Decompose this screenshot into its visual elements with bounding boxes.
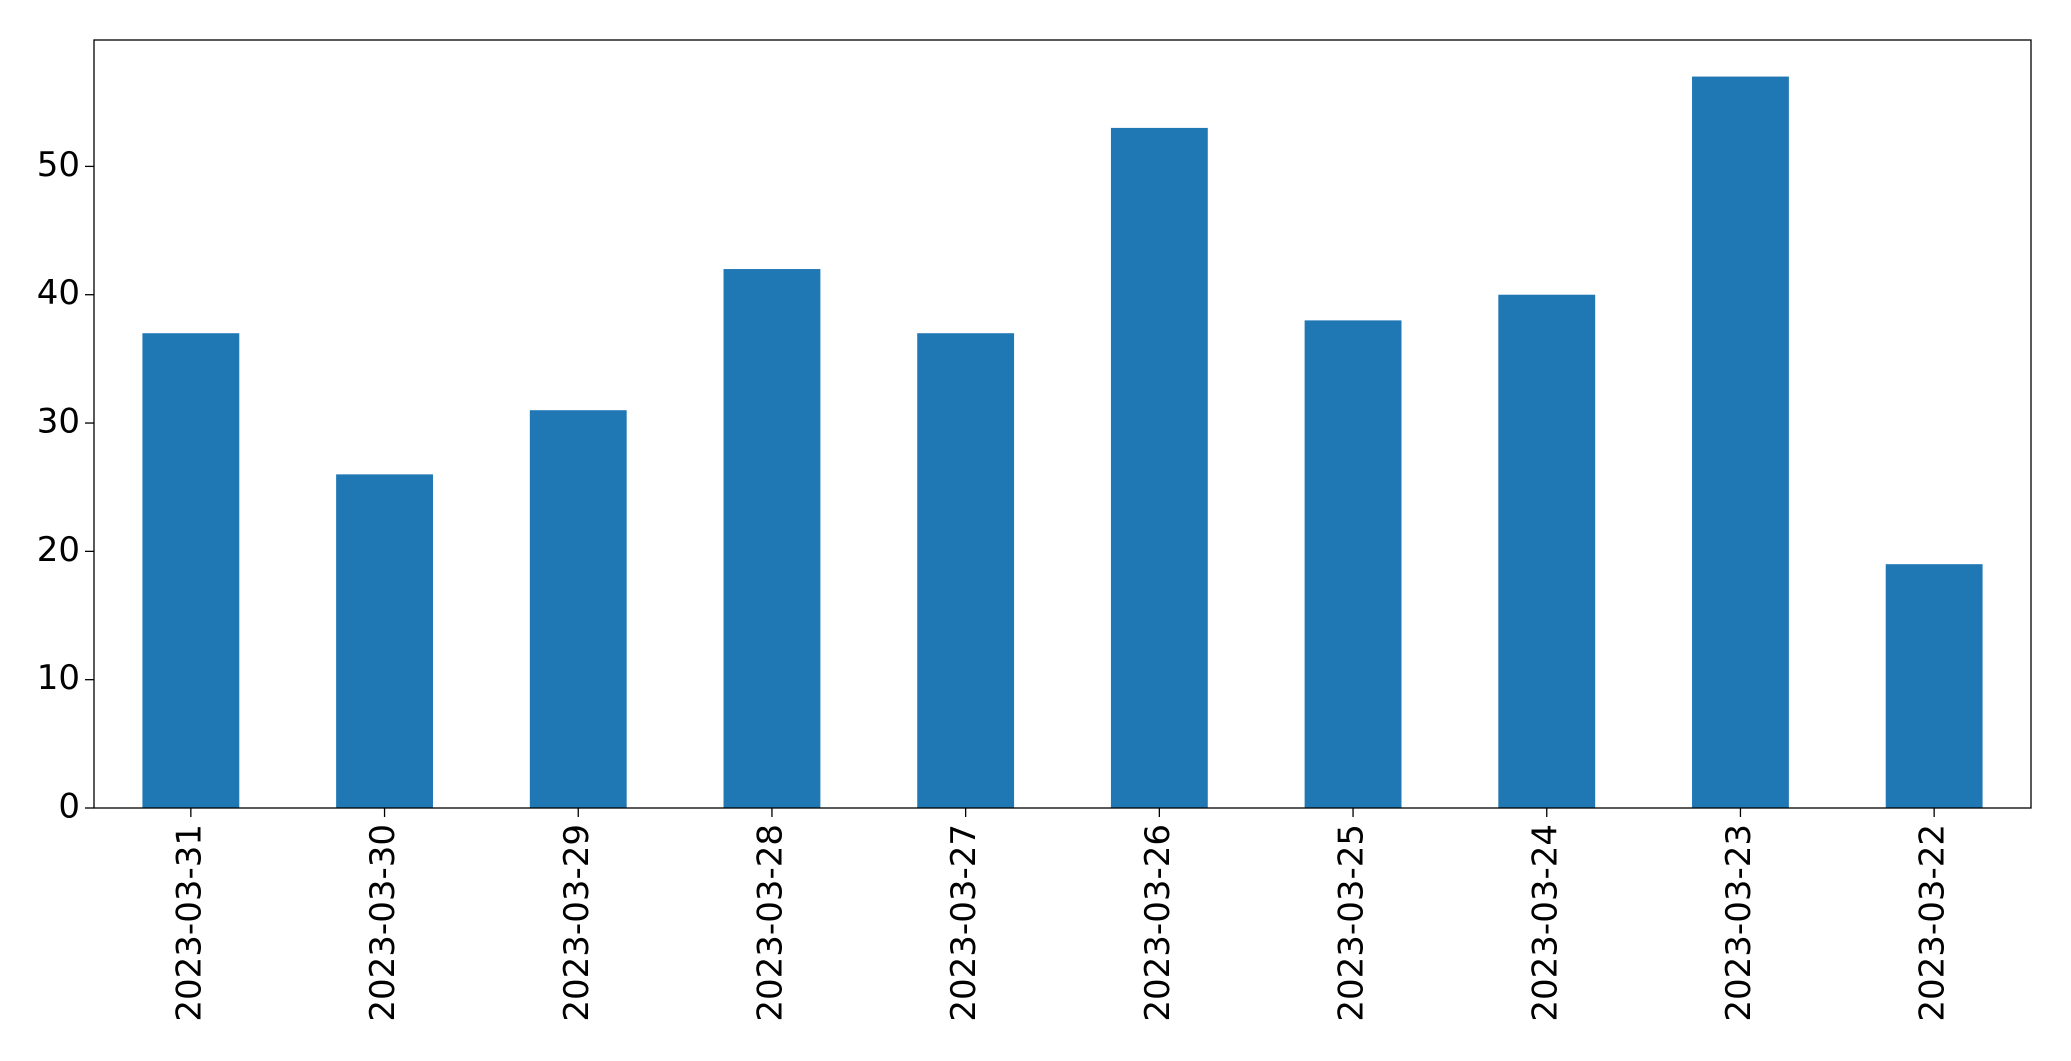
x-tick-label: 2023-03-31 [169,824,209,1022]
x-tick-label: 2023-03-28 [750,824,790,1022]
y-tick-label: 40 [37,273,80,313]
bar [1692,76,1789,809]
y-tick-label: 50 [37,145,80,185]
plot-frame [93,39,2032,809]
y-tick-label: 20 [37,530,80,570]
x-tick-label: 2023-03-24 [1525,824,1565,1022]
x-tick-label: 2023-03-23 [1719,824,1759,1022]
x-tick-label: 2023-03-25 [1332,824,1372,1022]
x-tick-label: 2023-03-26 [1138,824,1178,1022]
y-tick-label: 10 [37,658,80,698]
bar [529,410,627,808]
bar [1304,320,1402,808]
bar [723,269,821,809]
x-tick-label: 2023-03-27 [944,824,984,1022]
x-tick-label: 2023-03-22 [1913,824,1953,1022]
bar [1110,127,1208,808]
bar [1498,294,1596,808]
bar [917,333,1015,808]
y-tick-label: 30 [37,402,80,442]
bar [336,474,433,808]
x-tick-label: 2023-03-30 [363,824,403,1022]
y-tick-label: 0 [58,787,80,827]
bar [1885,564,1983,808]
x-tick-label: 2023-03-29 [557,824,597,1022]
bar [142,333,240,808]
